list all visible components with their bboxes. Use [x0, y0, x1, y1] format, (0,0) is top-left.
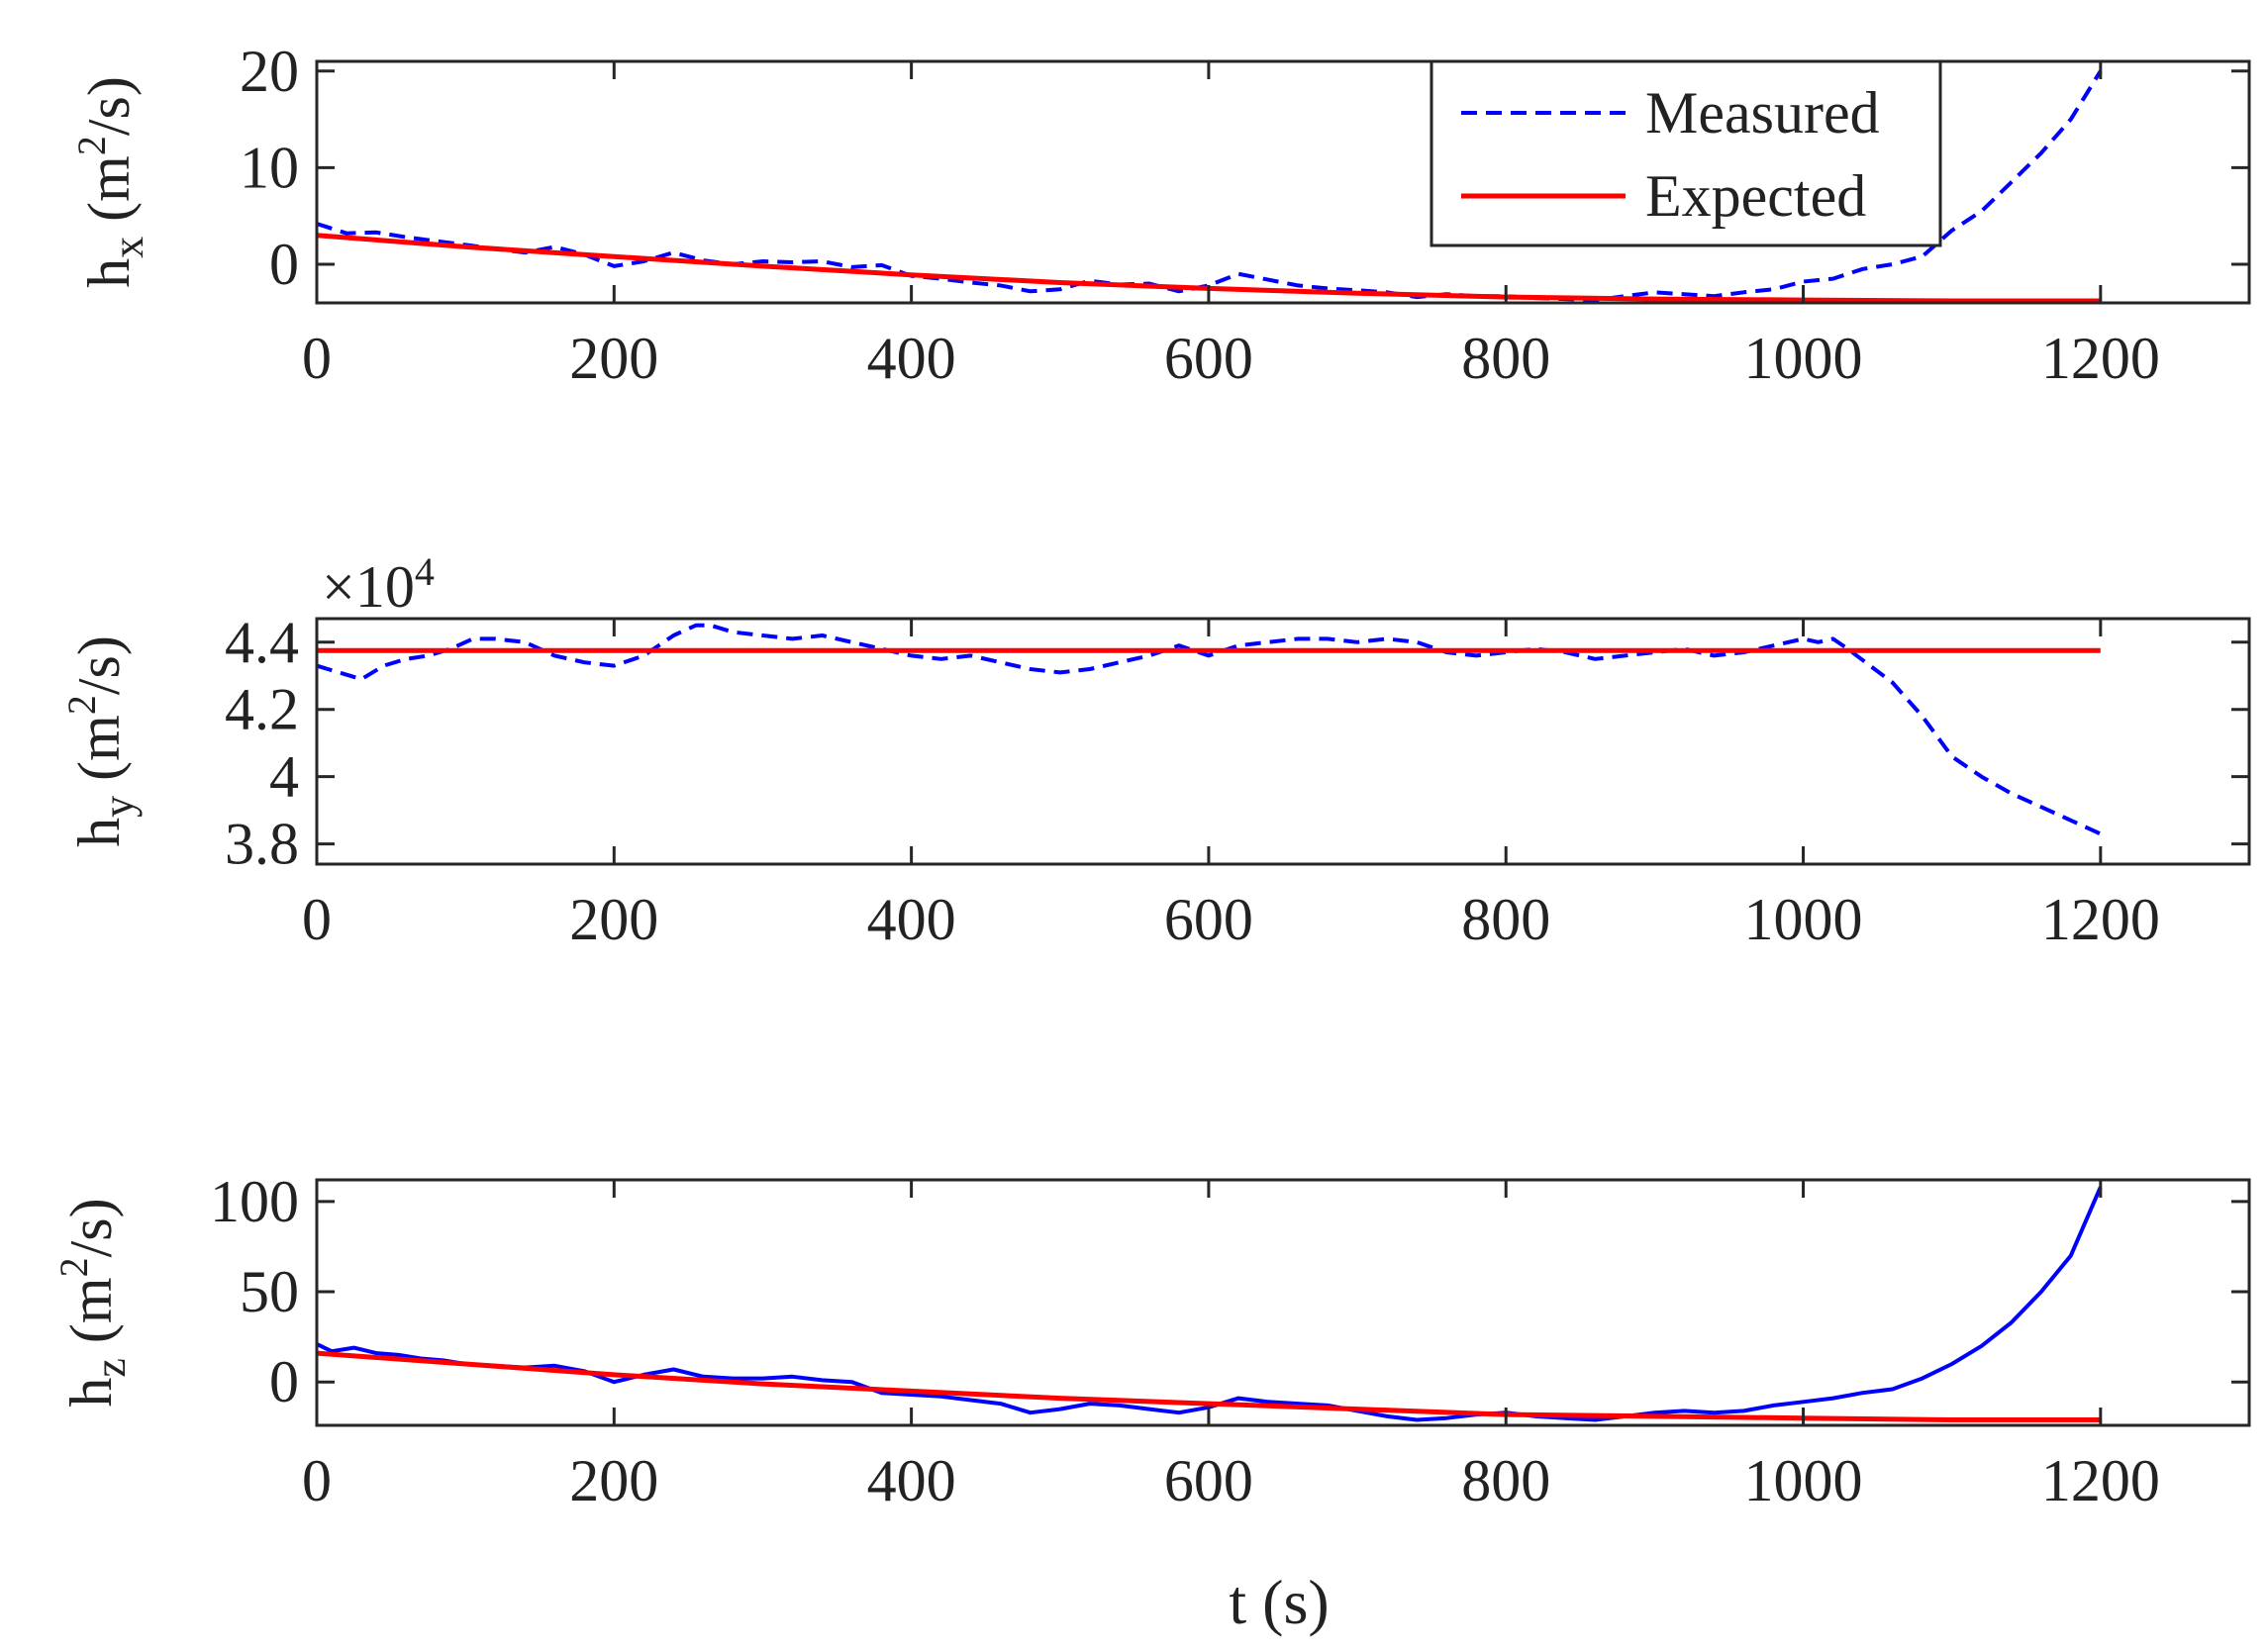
legend: Measured Expected: [1430, 59, 1942, 247]
y-axis-label: hz (m2/s): [51, 1198, 135, 1407]
series-group: [317, 623, 2102, 836]
x-tick-label: 400: [867, 887, 956, 952]
x-tick-label: 200: [569, 1448, 658, 1513]
y-axis-label-part: z: [86, 1358, 135, 1378]
axes-frame: [315, 1178, 2251, 1427]
x-tick-label: 1000: [1744, 326, 1863, 391]
y-axis-label: hx (m2/s): [69, 76, 152, 288]
x-tick-label: 0: [302, 1448, 332, 1513]
series-group: [317, 1186, 2103, 1422]
y-axis-label-part: (m: [76, 155, 142, 237]
x-tick-label: 800: [1461, 887, 1550, 952]
y-axis-label-part: x: [104, 237, 152, 258]
subplot-hx: 0 200 400 600 800 1000 1200 0 10 20 hx (m2/s) Measu…: [69, 39, 2251, 391]
y-axis-label-part: 2: [69, 136, 114, 155]
y-axis-label-part: y: [94, 796, 143, 818]
x-tick-label: 600: [1164, 887, 1253, 952]
x-axis-label: t (s): [1229, 1567, 1329, 1637]
legend-box: [1430, 59, 1942, 247]
y-axis-label-part: /s): [58, 1198, 124, 1257]
x-tick-label: 600: [1164, 326, 1253, 391]
y-axis-label-part: h: [76, 258, 142, 288]
y-axis-label-part: /s): [76, 76, 142, 136]
x-tick-label: 0: [302, 326, 332, 391]
legend-label-expected: Expected: [1645, 163, 1866, 229]
exponent-base: ×10: [322, 554, 415, 620]
y-tick-label: 0: [269, 232, 299, 297]
axes-frame: [315, 59, 2251, 305]
y-tick-label: 4: [269, 744, 299, 810]
x-tick-label: 400: [867, 326, 956, 391]
x-tick-label: 1200: [2041, 326, 2160, 391]
x-tick-label: 1000: [1744, 887, 1863, 952]
exponent-label: ×104: [322, 549, 435, 620]
y-axis-label-part: (m: [66, 715, 132, 796]
exponent-power: 4: [415, 549, 435, 594]
y-tick-label: 100: [210, 1169, 299, 1234]
series-line-measured: [317, 623, 2102, 836]
series-line-measured: [317, 1186, 2103, 1422]
x-tick-label: 800: [1461, 1448, 1550, 1513]
x-tick-label: 200: [569, 887, 658, 952]
series-line-measured: [317, 69, 2103, 303]
x-tick-label: 200: [569, 326, 658, 391]
y-axis-label-part: 2: [51, 1257, 96, 1277]
y-tick-label: 50: [240, 1259, 299, 1324]
subplot-hz: 0 200 400 600 800 1000 1200 0 50 100 hz (m2/s) t (s…: [51, 1169, 2251, 1637]
y-axis-label-part: h: [58, 1378, 124, 1408]
legend-label-measured: Measured: [1645, 80, 1880, 146]
x-tick-label: 0: [302, 887, 332, 952]
y-tick-label: 0: [269, 1349, 299, 1414]
axes-frame: [315, 617, 2251, 866]
x-tick-label: 1200: [2041, 887, 2160, 952]
x-tick-label: 1200: [2041, 1448, 2160, 1513]
y-tick-label: 4.4: [225, 610, 299, 675]
x-tick-label: 400: [867, 1448, 956, 1513]
y-tick-label: 3.8: [225, 812, 299, 877]
x-tick-label: 800: [1461, 326, 1550, 391]
y-axis-label-part: 2: [59, 695, 104, 715]
y-axis-label-part: h: [66, 818, 132, 847]
y-axis-label-part: (m: [58, 1277, 124, 1358]
y-tick-label: 4.2: [225, 677, 299, 742]
x-tick-label: 600: [1164, 1448, 1253, 1513]
y-axis-label-part: /s): [66, 635, 132, 695]
y-tick-label: 10: [240, 135, 299, 200]
y-tick-label: 20: [240, 39, 299, 104]
y-axis-label: hy (m2/s): [59, 635, 143, 847]
x-tick-label: 1000: [1744, 1448, 1863, 1513]
